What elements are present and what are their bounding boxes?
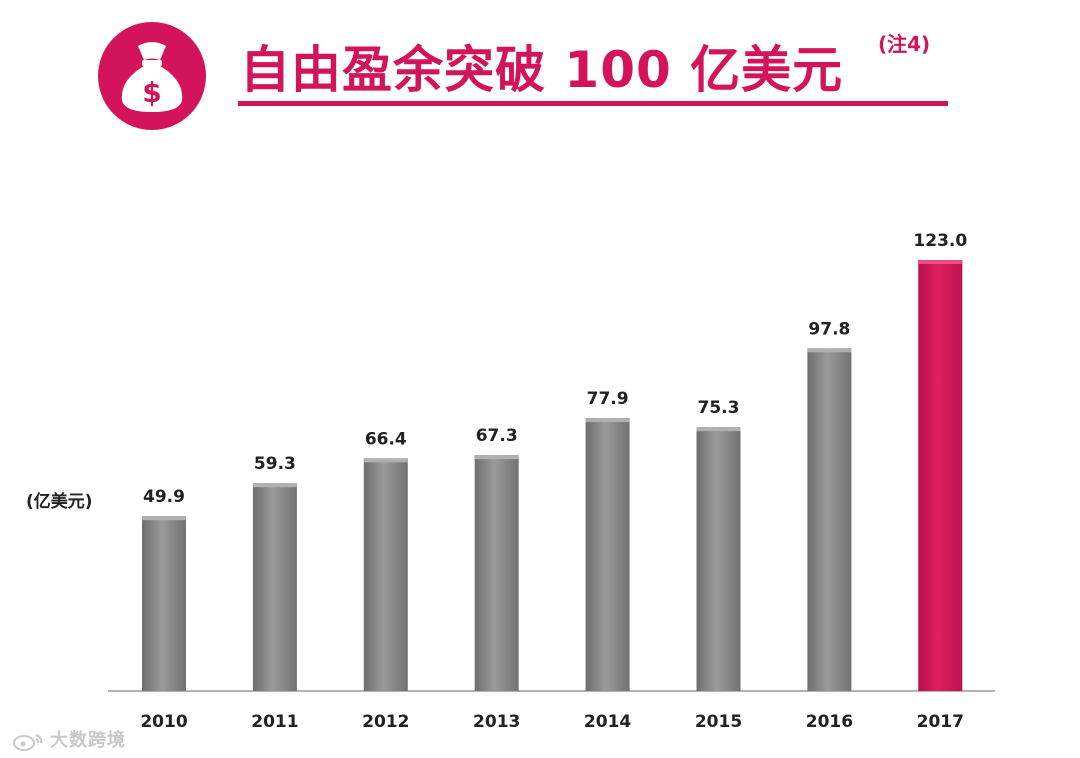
money-bag-badge: $ [98,22,206,130]
bar-2012 [363,458,408,691]
title-underline [238,101,948,106]
bar-2011 [252,483,297,691]
weibo-icon [13,734,43,751]
value-label-2013: 67.3 [476,426,518,446]
bar-2014 [585,418,630,691]
bar-cap-2017 [918,260,963,264]
page-title: 自由盈余突破 100 亿美元 [240,41,844,99]
bar-cap-2014 [585,418,630,423]
x-tick-label-2010: 2010 [140,712,187,732]
bar-2017 [918,260,963,691]
bar-2016 [807,348,852,691]
value-label-2010: 49.9 [143,487,185,507]
header: $ 自由盈余突破 100 亿美元 (注4) [0,0,1080,140]
bar-cap-2013 [474,455,519,460]
value-label-2012: 66.4 [365,429,407,449]
bar-cap-2016 [807,348,852,353]
value-label-2016: 97.8 [808,319,850,339]
value-label-2014: 77.9 [587,389,629,409]
unit-label: (亿美元) [26,492,93,512]
bar-cap-2012 [363,458,408,463]
x-tick-label-2015: 2015 [695,712,742,732]
bar-cap-2015 [696,427,741,432]
x-tick-label-2014: 2014 [584,712,631,732]
title-footnote: (注4) [878,32,931,56]
x-tick-label-2012: 2012 [362,712,409,732]
value-label-2011: 59.3 [254,454,296,474]
money-bag-icon: $ [121,42,183,112]
watermark: 大数跨境 [12,726,126,752]
value-label-2017: 123.0 [913,231,967,251]
title-wrap: 自由盈余突破 100 亿美元 (注4) [240,32,930,108]
bar-2010 [142,516,186,691]
x-tick-label-2013: 2013 [473,712,520,732]
x-tick-label-2011: 2011 [251,712,298,732]
bar-2015 [696,427,741,691]
bar-cap-2010 [142,516,186,521]
watermark-text: 大数跨境 [50,730,126,751]
value-label-2015: 75.3 [698,398,740,418]
x-tick-label-2016: 2016 [806,712,853,732]
bar-2013 [474,455,519,691]
svg-text:$: $ [142,76,161,109]
x-tick-label-2017: 2017 [917,712,964,732]
bar-cap-2011 [252,483,297,488]
